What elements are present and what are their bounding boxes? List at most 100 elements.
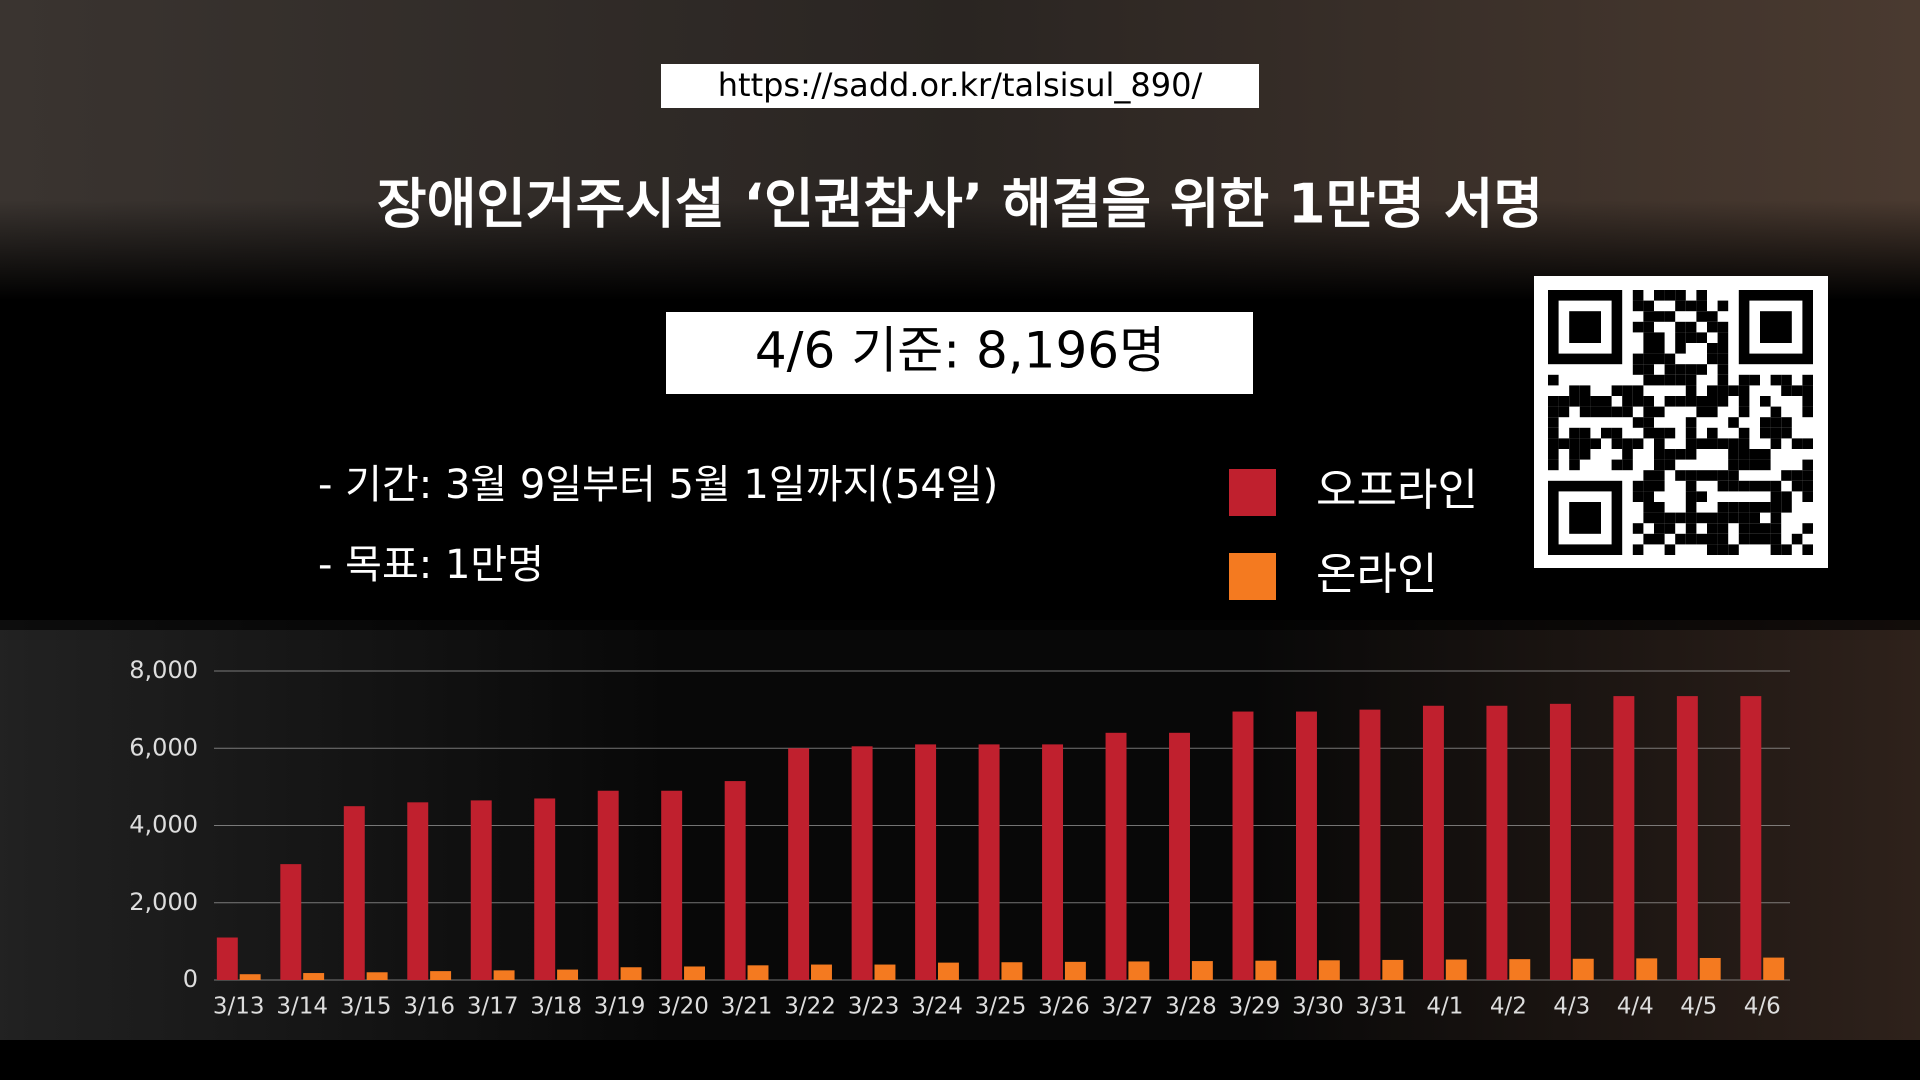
qr-module [1749,459,1760,471]
qr-module [1770,374,1782,386]
qr-module [1685,374,1697,386]
qr-module [1770,491,1782,502]
bar [1169,732,1190,980]
qr-module [1654,449,1665,460]
qr-module [1675,300,1686,312]
bar [1549,703,1571,980]
qr-module [1664,374,1676,386]
qr-module [1791,480,1803,492]
qr-module [1696,470,1707,481]
qr-module [1728,449,1739,460]
qr-module [1611,438,1623,449]
qr-module [1654,332,1665,343]
bar [1740,696,1762,980]
qr-module [1590,396,1601,407]
qr-pattern [1548,290,1813,555]
qr-module [1717,533,1729,545]
qr-module [1760,523,1771,534]
qr-module [1707,512,1718,524]
bar [1105,732,1127,980]
bar [1042,744,1064,980]
bar [915,744,937,980]
qr-module [1717,364,1729,375]
x-tick-label: 3/30 [1292,994,1344,1020]
qr-module [1696,396,1707,407]
qr-module [1738,396,1750,407]
qr-module [1770,480,1782,492]
qr-module [1675,290,1686,301]
bar [343,806,365,980]
qr-module [1802,396,1813,407]
x-tick-label: 3/20 [657,994,709,1020]
qr-module [1717,502,1729,513]
qr-module [1770,533,1782,545]
qr-module [1770,417,1782,428]
qr-module [1643,470,1654,481]
x-tick-label: 3/18 [530,994,582,1020]
qr-module [1569,396,1580,407]
qr-module [1611,427,1623,439]
qr-module [1632,385,1644,396]
qr-module [1611,385,1623,396]
qr-module [1654,502,1665,513]
bar [1382,959,1404,980]
qr-module [1707,311,1718,322]
qr-finder [1569,502,1601,534]
qr-module [1590,438,1601,449]
qr-module [1770,544,1782,555]
qr-module [1685,364,1697,375]
qr-module [1696,512,1707,524]
qr-module [1728,544,1739,555]
url-box [661,64,1259,108]
x-tick-label: 4/6 [1744,994,1781,1020]
qr-module [1728,459,1739,471]
qr-module [1696,533,1707,545]
qr-module [1548,396,1559,407]
bar [1613,696,1635,980]
url[interactable]: https://sadd.or.kr/talsisul_890/ [718,66,1203,104]
qr-module [1717,470,1729,481]
bar [1572,958,1594,980]
qr-module [1622,459,1633,471]
bar [1191,961,1213,980]
bar [216,937,238,980]
x-tick-label: 3/13 [213,994,265,1020]
qr-module [1749,523,1760,534]
qr-module [1675,343,1686,354]
y-tick-label: 6,000 [129,733,198,761]
qr-module [1632,396,1644,407]
qr-module [1685,385,1697,396]
qr-module [1781,417,1792,428]
qr-module [1802,374,1813,386]
qr-module [1760,480,1771,492]
qr-module [1675,374,1686,386]
bar [1509,959,1531,980]
qr-module [1685,480,1697,492]
bar [303,973,325,980]
qr-module [1760,533,1771,545]
qr-module [1770,512,1782,524]
qr-module [1749,533,1760,545]
qr-module [1738,374,1750,386]
qr-module [1558,406,1570,418]
qr-module [1558,396,1570,407]
qr-module [1643,300,1654,312]
qr-module [1717,321,1729,333]
x-tick-label: 4/4 [1617,994,1654,1020]
qr-finder [1569,311,1601,343]
qr-module [1738,533,1750,545]
x-tick-label: 3/26 [1038,994,1090,1020]
legend-label: 온라인 [1316,549,1437,600]
bar [280,864,302,980]
x-tick-label: 3/27 [1102,994,1154,1020]
qr-module [1632,321,1644,333]
qr-module [1791,438,1803,449]
qr-module [1654,523,1665,534]
qr-module [1643,396,1654,407]
bar [747,965,769,980]
qr-module [1643,343,1654,354]
qr-module [1632,353,1644,365]
qr-module [1632,300,1644,312]
qr-module [1622,396,1633,407]
qr-module [1770,406,1782,418]
